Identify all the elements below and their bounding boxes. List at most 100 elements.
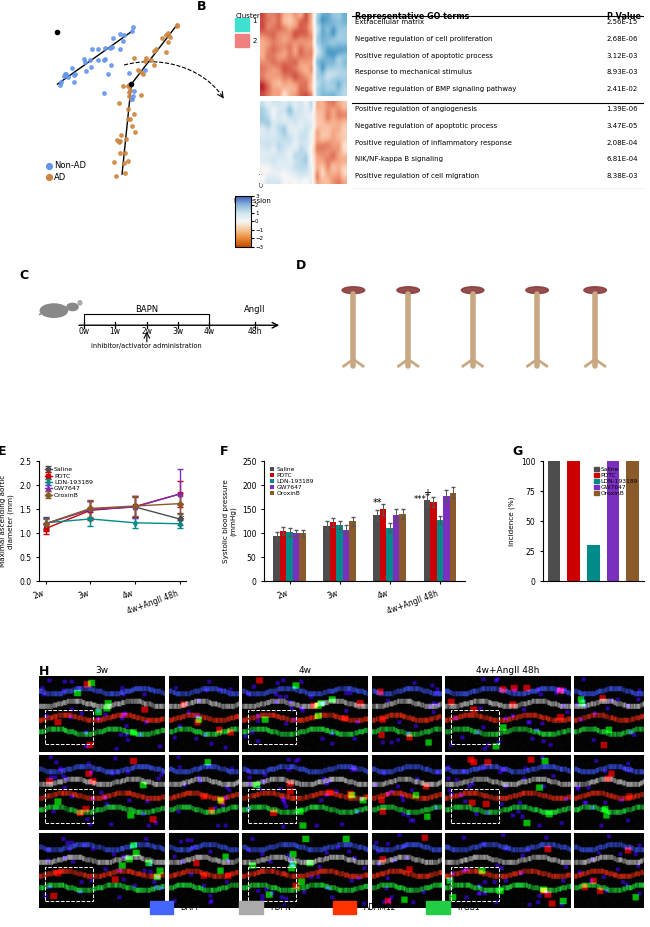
Point <box>128 20 138 35</box>
Point <box>107 40 118 55</box>
Point <box>80 55 90 70</box>
Point <box>70 67 81 82</box>
Text: 6.81E-04: 6.81E-04 <box>606 157 638 162</box>
Point <box>172 18 183 32</box>
Bar <box>235 34 249 47</box>
Bar <box>606 462 619 581</box>
Ellipse shape <box>584 286 606 294</box>
Point <box>79 52 90 67</box>
Text: P Value: P Value <box>606 12 641 21</box>
Point <box>111 169 121 184</box>
Legend: Saline, PDTC, LDN-193189, GW7647, OroxinB: Saline, PDTC, LDN-193189, GW7647, Oroxin… <box>42 464 96 501</box>
Text: PDPN: PDPN <box>270 903 291 912</box>
Text: *: * <box>179 514 185 525</box>
Point <box>115 146 125 160</box>
Point <box>120 165 130 180</box>
Text: AngII: AngII <box>244 305 265 314</box>
Point <box>119 28 129 43</box>
Text: BAPN: BAPN <box>135 305 158 314</box>
Bar <box>350 521 356 581</box>
Ellipse shape <box>342 286 365 294</box>
Title: 4w+AngII 48h: 4w+AngII 48h <box>476 667 540 676</box>
Text: 3w: 3w <box>172 326 183 336</box>
Point <box>139 62 150 77</box>
Text: Positive regulation of inflammatory response: Positive regulation of inflammatory resp… <box>355 140 512 146</box>
Point <box>105 40 116 55</box>
Point <box>106 58 116 73</box>
Point <box>112 133 122 147</box>
Text: +: + <box>423 488 432 498</box>
Bar <box>567 462 580 581</box>
Text: Expression: Expression <box>233 198 271 204</box>
Text: Response to mechanical stimulus: Response to mechanical stimulus <box>355 70 472 75</box>
Text: B: B <box>197 0 206 13</box>
Text: Extracellular matrix: Extracellular matrix <box>355 19 424 25</box>
Bar <box>426 901 450 914</box>
Ellipse shape <box>67 303 78 311</box>
Y-axis label: Incidence (%): Incidence (%) <box>509 497 515 546</box>
Bar <box>293 533 300 581</box>
Bar <box>46 789 93 822</box>
Text: F: F <box>220 446 229 459</box>
Point <box>129 108 139 122</box>
Bar <box>437 520 443 581</box>
Point <box>135 64 146 79</box>
Text: 1.39E-06: 1.39E-06 <box>606 107 638 112</box>
Point <box>163 25 174 40</box>
Bar <box>450 492 456 581</box>
Text: Saline: Saline <box>344 278 363 284</box>
Point <box>133 63 144 78</box>
Point <box>157 31 168 45</box>
Point <box>56 74 66 89</box>
Bar <box>547 462 560 581</box>
Text: Representative GO terms: Representative GO terms <box>355 12 469 21</box>
Bar <box>343 529 350 581</box>
Bar <box>300 533 306 581</box>
Point <box>165 30 176 44</box>
Point <box>129 83 139 98</box>
Bar <box>451 789 499 822</box>
Point <box>62 70 73 84</box>
Point <box>122 102 133 117</box>
Title: 4w: 4w <box>298 667 311 676</box>
Text: 2.68E-06: 2.68E-06 <box>606 36 638 42</box>
Bar <box>430 502 437 581</box>
Text: LDN-193189: LDN-193189 <box>454 278 491 284</box>
Point <box>116 128 126 143</box>
Point <box>100 52 110 67</box>
Point <box>124 154 134 169</box>
Point <box>118 79 129 94</box>
Bar <box>274 536 280 581</box>
Bar <box>387 527 393 581</box>
Bar <box>46 710 93 744</box>
Bar <box>626 462 639 581</box>
Ellipse shape <box>462 286 484 294</box>
Point <box>120 146 130 160</box>
Text: G: G <box>513 446 523 459</box>
Bar <box>239 901 263 914</box>
Point <box>114 134 124 149</box>
Point <box>122 79 133 94</box>
Bar <box>393 515 400 581</box>
Point <box>60 67 71 82</box>
Text: GW7647: GW7647 <box>525 278 550 284</box>
Bar <box>451 867 499 901</box>
Bar <box>235 19 249 31</box>
Point <box>161 28 172 43</box>
Point <box>128 89 138 104</box>
Text: Negative regulation of cell proliferation: Negative regulation of cell proliferatio… <box>355 36 493 42</box>
Point <box>115 42 125 57</box>
Point <box>124 84 134 99</box>
Y-axis label: BAPN+LDN193189: BAPN+LDN193189 <box>0 866 16 875</box>
Text: Cluster: Cluster <box>260 165 265 187</box>
Point <box>87 42 98 57</box>
Title: 3w: 3w <box>96 667 109 676</box>
Point <box>146 53 157 68</box>
Legend: Saline, PDTC, LDN-193189, GW7647, OroxinB: Saline, PDTC, LDN-193189, GW7647, Oroxin… <box>267 464 316 499</box>
Bar <box>248 867 296 901</box>
Point <box>114 133 125 148</box>
Point <box>140 51 151 66</box>
Text: 1w: 1w <box>109 326 120 336</box>
Point <box>126 92 136 107</box>
Point <box>149 44 159 58</box>
